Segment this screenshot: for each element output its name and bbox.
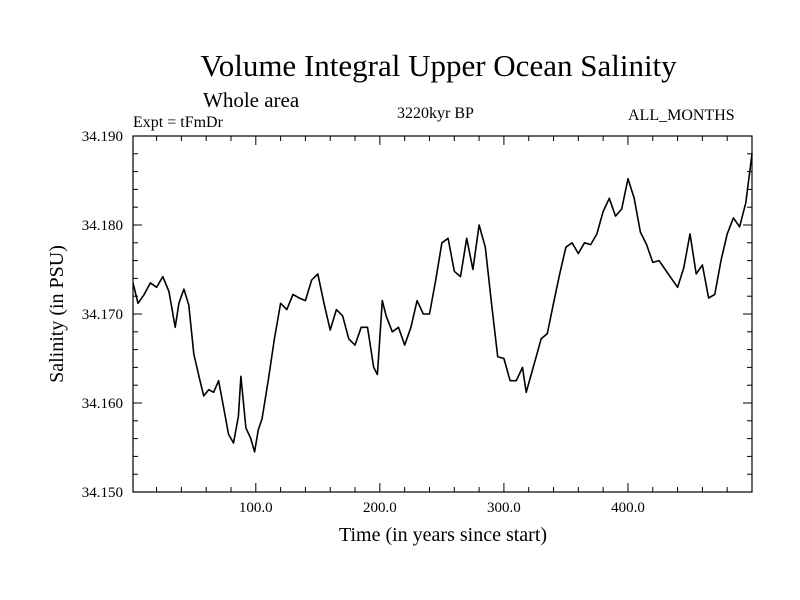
y-tick-label: 34.150 xyxy=(82,485,123,501)
y-tick-label: 34.160 xyxy=(82,396,123,412)
y-tick-label: 34.190 xyxy=(82,129,123,145)
experiment-label: Expt = tFmDr xyxy=(133,114,223,131)
chart-title: Volume Integral Upper Ocean Salinity xyxy=(200,48,677,83)
plot-frame xyxy=(132,135,753,493)
x-tick-label: 300.0 xyxy=(487,500,521,516)
y-tick-label: 34.180 xyxy=(82,218,123,234)
x-tick-label: 200.0 xyxy=(363,500,397,516)
area-subtitle: Whole area xyxy=(203,88,300,112)
x-axis-label: Time (in years since start) xyxy=(339,524,547,546)
x-tick-label: 400.0 xyxy=(611,500,645,516)
y-axis-label: Salinity (in PSU) xyxy=(46,245,68,383)
period-label: 3220kyr BP xyxy=(397,105,474,122)
x-tick-label: 100.0 xyxy=(239,500,273,516)
series-line-salinity xyxy=(132,153,753,453)
y-tick-label: 34.170 xyxy=(82,307,123,323)
months-label: ALL_MONTHS xyxy=(628,107,735,124)
